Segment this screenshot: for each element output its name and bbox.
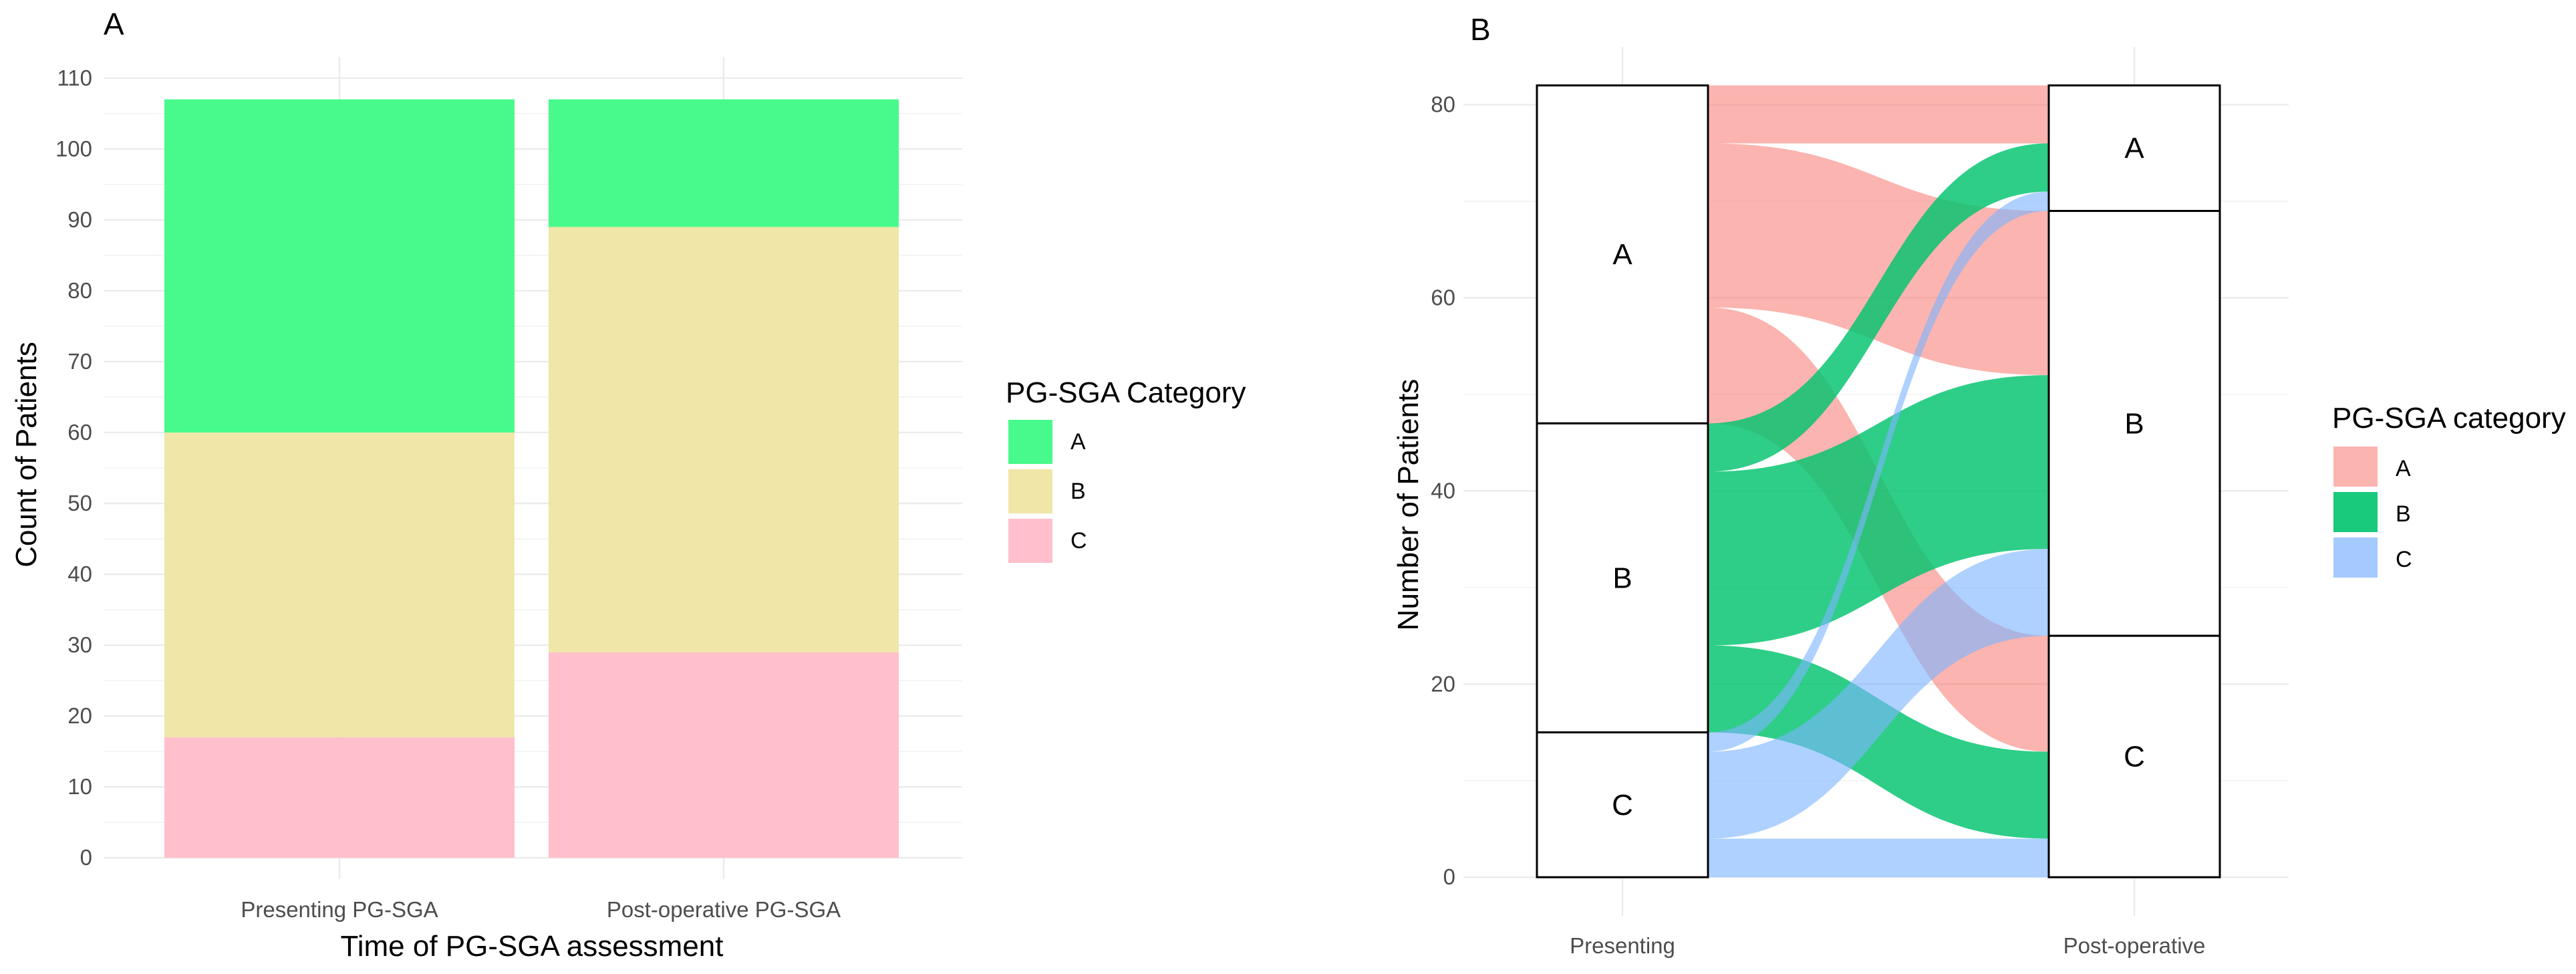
panel-b-legend-label-c: C bbox=[2396, 547, 2412, 572]
panel-a-legend-key-b bbox=[1008, 469, 1052, 513]
panel-a-y-axis-title: Count of Patients bbox=[10, 342, 43, 568]
panel-b-stratum-post-operative-c bbox=[2047, 634, 2221, 878]
panel-b-y-tick-label: 80 bbox=[1431, 92, 1455, 117]
panel-a-bar-a-1 bbox=[549, 99, 899, 227]
panel-a-x-tick-labels: Presenting PG-SGA Post-operative PG-SGA bbox=[241, 897, 841, 922]
panel-b-x-tick-presenting: Presenting bbox=[1570, 933, 1675, 958]
panel-b-stratum-presenting-c bbox=[1536, 731, 1709, 878]
panel-b-x-tick-post-operative: Post-operative bbox=[2063, 933, 2206, 958]
panel-a-legend-label-a: A bbox=[1070, 429, 1086, 455]
panel-b-stratum-post-operative-a bbox=[2047, 84, 2221, 213]
panel-a-bars bbox=[164, 99, 899, 858]
panel-b-stratum-label-presenting-c: C bbox=[1612, 789, 1633, 822]
panel-b-flow-b-to-b bbox=[1708, 375, 2049, 646]
panel-b-stratum-presenting-b bbox=[1536, 422, 1709, 734]
panel-b-flow-c-to-b bbox=[1708, 549, 2049, 839]
panel-a-legend-key-c bbox=[1008, 519, 1052, 563]
panel-a-bar-c-1 bbox=[549, 652, 899, 858]
panel-a-y-tick-label: 70 bbox=[67, 349, 92, 374]
panel-a-title: A bbox=[104, 7, 124, 41]
panel-a-bar-b-1 bbox=[549, 227, 899, 652]
panel-a-y-tick-label: 100 bbox=[55, 136, 92, 161]
panel-a-legend-title: PG-SGA Category bbox=[1006, 376, 1246, 409]
panel-b-legend-title: PG-SGA category bbox=[2332, 402, 2566, 435]
panel-a-y-tick-label: 80 bbox=[67, 278, 92, 303]
panel-b-flow-a-to-a bbox=[1708, 85, 2049, 144]
panel-a-y-tick-label: 50 bbox=[67, 491, 92, 515]
panel-b-legend-key-c bbox=[2333, 537, 2378, 578]
panel-b-legend-key-a bbox=[2333, 447, 2378, 487]
panel-a-bar-a-0 bbox=[164, 99, 515, 433]
panel-a-y-tick-label: 0 bbox=[80, 845, 92, 870]
panel-b-stratum-presenting-a bbox=[1536, 84, 1709, 424]
panel-b-stratum-label-presenting-a: A bbox=[1612, 239, 1632, 271]
panel-b-flow-c-to-a bbox=[1708, 191, 2049, 752]
panel-b-y-tick-labels: 0 20 40 60 80 bbox=[1431, 92, 1455, 890]
panel-b-flows bbox=[1708, 85, 2049, 878]
panel-b-legend-label-b: B bbox=[2396, 501, 2411, 527]
panel-b-y-tick-label: 40 bbox=[1431, 478, 1455, 503]
panel-a-bar-c-0 bbox=[164, 737, 515, 858]
panel-a-legend-key-a bbox=[1008, 420, 1052, 464]
panel-b-title: B bbox=[1470, 12, 1491, 47]
panel-b-legend-label-a: A bbox=[2396, 456, 2411, 481]
panel-a-stacked-bar-chart: A 0 10 20 30 40 50 60 70 80 90 100 110 Presenting P… bbox=[10, 7, 1246, 963]
panel-b-stratum-label-post-operative-a: A bbox=[2124, 132, 2144, 165]
panel-a-bar-b-0 bbox=[164, 432, 515, 737]
panel-a-y-tick-label: 90 bbox=[67, 207, 92, 232]
panel-a-legend-label-b: B bbox=[1070, 479, 1086, 504]
panel-b-stratum-label-presenting-b: B bbox=[1612, 562, 1632, 594]
panel-a-x-tick-presenting: Presenting PG-SGA bbox=[241, 897, 438, 922]
panel-a-y-tick-label: 60 bbox=[67, 420, 92, 445]
panel-b-stratum-post-operative-b bbox=[2047, 210, 2221, 637]
panel-b-y-tick-label: 20 bbox=[1431, 671, 1455, 696]
panel-a-y-tick-label: 30 bbox=[67, 632, 92, 657]
panel-a-y-tick-label: 110 bbox=[57, 66, 92, 90]
panel-a-x-axis-title: Time of PG-SGA assessment bbox=[341, 930, 724, 963]
panel-a-y-tick-label: 10 bbox=[67, 774, 92, 799]
panel-b-legend: PG-SGA category A B C bbox=[2332, 402, 2566, 578]
panel-b-y-tick-label: 0 bbox=[1443, 864, 1455, 889]
panel-a-x-tick-post-operative: Post-operative PG-SGA bbox=[607, 897, 841, 922]
panel-b-flow-b-to-a bbox=[1708, 143, 2049, 472]
panel-b-x-tick-labels: Presenting Post-operative bbox=[1570, 933, 2205, 958]
panel-b-y-tick-label: 60 bbox=[1431, 285, 1455, 310]
panel-a-y-tick-labels: 0 10 20 30 40 50 60 70 80 90 100 110 bbox=[55, 66, 92, 870]
panel-a-y-tick-label: 20 bbox=[67, 703, 92, 728]
panel-b-stratum-label-post-operative-b: B bbox=[2124, 407, 2144, 440]
panel-a-y-tick-label: 40 bbox=[67, 562, 92, 586]
panel-a-legend-label-c: C bbox=[1070, 528, 1087, 554]
panel-b-y-axis-title: Number of Patients bbox=[1392, 379, 1425, 631]
panel-a-legend: PG-SGA Category A B C bbox=[1006, 376, 1246, 563]
panel-b-stratum-label-post-operative-c: C bbox=[2124, 741, 2145, 773]
panel-b-flow-a-to-b bbox=[1708, 143, 2049, 376]
panel-b-legend-key-b bbox=[2333, 492, 2378, 532]
panel-b-strata: A B C A B C bbox=[1536, 84, 2221, 878]
panel-b-flow-c-to-c bbox=[1708, 838, 2049, 878]
